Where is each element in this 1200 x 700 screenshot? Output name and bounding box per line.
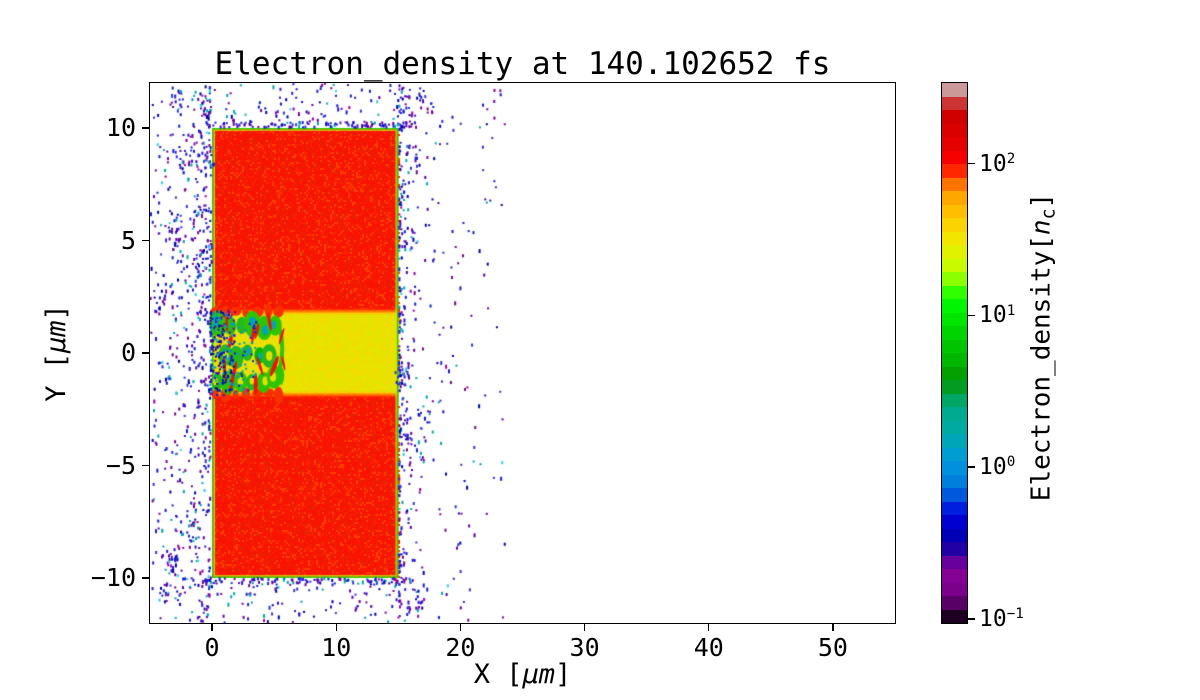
colorbar-segment <box>942 582 967 596</box>
colorbar-segment <box>942 569 967 583</box>
y-axis-label-unit: μm <box>41 320 72 353</box>
x-axis-label-post: ] <box>555 659 572 690</box>
colorbar-segment <box>942 339 967 353</box>
colorbar-label-symbol: n <box>1026 219 1057 236</box>
colorbar-segment <box>942 407 967 421</box>
colorbar-tick-label: 102 <box>979 150 1016 177</box>
plot-frame <box>149 82 896 624</box>
colorbar-segment <box>942 177 967 191</box>
x-tick-label: 50 <box>817 633 848 662</box>
colorbar-segment <box>942 326 967 340</box>
colorbar-segment <box>942 542 967 556</box>
colorbar-segment <box>942 474 967 488</box>
colorbar-segment <box>942 110 967 124</box>
density-plot-canvas <box>150 83 895 623</box>
x-tick-mark <box>211 624 213 631</box>
colorbar-segment <box>942 609 967 623</box>
colorbar <box>942 83 967 623</box>
colorbar-segment <box>942 204 967 218</box>
colorbar-segment <box>942 137 967 151</box>
colorbar-segment <box>942 83 967 97</box>
y-tick-mark <box>142 127 149 129</box>
colorbar-segment <box>942 150 967 164</box>
colorbar-segment <box>942 123 967 137</box>
colorbar-segment <box>942 285 967 299</box>
colorbar-tick-label: 10−1 <box>979 605 1024 632</box>
colorbar-label-pre: Electron_density[ <box>1026 235 1057 502</box>
colorbar-ticks: 102 101 100 10−1 <box>968 83 1088 632</box>
x-tick-mark <box>583 624 586 631</box>
colorbar-segment <box>942 191 967 205</box>
x-tick-label: 40 <box>693 633 724 662</box>
y-axis-label: Y [μm] <box>41 304 72 402</box>
colorbar-segment <box>942 488 967 502</box>
colorbar-frame <box>941 82 968 624</box>
x-tick-label: 0 <box>204 633 220 662</box>
colorbar-tick-label: 100 <box>979 454 1016 481</box>
x-tick-label: 10 <box>321 633 352 662</box>
x-tick-mark <box>335 624 337 631</box>
y-axis: 10 5 0 −5 −10 <box>0 83 150 623</box>
y-tick-label: −10 <box>90 563 136 592</box>
y-tick-label: −5 <box>105 450 136 480</box>
x-tick-mark <box>832 624 834 631</box>
colorbar-label-subscript: c <box>1038 208 1060 220</box>
y-tick-mark <box>142 577 149 579</box>
colorbar-segment <box>942 596 967 610</box>
y-axis-label-post: ] <box>41 304 72 321</box>
x-axis-label-unit: μm <box>522 659 556 690</box>
x-axis: 0 10 20 30 40 50 <box>150 624 895 694</box>
colorbar-segment <box>942 272 967 286</box>
colorbar-tick-mark <box>968 314 975 317</box>
colorbar-tick-mark <box>968 618 975 620</box>
x-tick-mark <box>459 624 462 631</box>
colorbar-segment <box>942 245 967 259</box>
y-axis-label-pre: Y [ <box>41 353 72 402</box>
x-axis-label-pre: X [ <box>473 659 523 690</box>
colorbar-segment <box>942 461 967 475</box>
colorbar-segment <box>942 380 967 394</box>
x-tick-label: 30 <box>569 633 600 662</box>
colorbar-segment <box>942 528 967 542</box>
y-tick-label: 10 <box>105 113 136 142</box>
colorbar-segment <box>942 447 967 461</box>
colorbar-segment <box>942 258 967 272</box>
colorbar-segment <box>942 515 967 529</box>
colorbar-tick-mark <box>968 162 975 165</box>
y-tick-mark <box>142 239 149 242</box>
x-tick-mark <box>708 624 710 631</box>
y-tick-mark <box>142 352 149 354</box>
colorbar-segment <box>942 96 967 110</box>
colorbar-tick-label: 101 <box>979 302 1016 329</box>
colorbar-segment <box>942 218 967 232</box>
colorbar-segment <box>942 393 967 407</box>
colorbar-segment <box>942 501 967 515</box>
y-tick-label: 5 <box>120 225 136 255</box>
y-tick-mark <box>142 464 149 467</box>
colorbar-segment <box>942 434 967 448</box>
colorbar-tick-mark <box>968 466 975 468</box>
x-tick-label: 20 <box>445 633 476 662</box>
colorbar-segment <box>942 353 967 367</box>
colorbar-segment <box>942 299 967 313</box>
colorbar-segment <box>942 420 967 434</box>
colorbar-label: Electron_density[nc] <box>1027 193 1060 501</box>
colorbar-segment <box>942 555 967 569</box>
colorbar-segment <box>942 366 967 380</box>
colorbar-segment <box>942 164 967 178</box>
chart-title: Electron_density at 140.102652 fs <box>214 46 831 82</box>
y-tick-label: 0 <box>120 338 136 367</box>
colorbar-segment <box>942 312 967 326</box>
colorbar-label-post: ] <box>1026 192 1057 209</box>
x-axis-label: X [μm] <box>150 659 895 691</box>
colorbar-segment <box>942 231 967 245</box>
